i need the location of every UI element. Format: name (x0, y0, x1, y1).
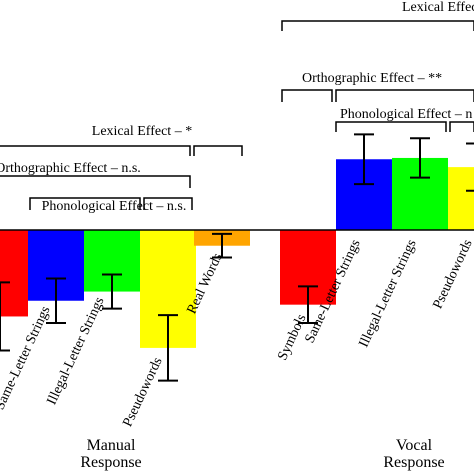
bar-label: Illegal-Letter Strings (45, 295, 108, 407)
bar (0, 230, 28, 317)
effect-bracket (335, 121, 447, 132)
group-label: Vocal (396, 437, 433, 454)
effect-bracket (143, 197, 193, 210)
bar-label: Pseudowords (120, 355, 165, 429)
group-label: Manual (87, 437, 136, 454)
bar-label: Same-Letter Strings (0, 304, 54, 412)
effect-bracket (449, 121, 474, 132)
effect-bracket (193, 145, 243, 156)
effect-bracket (0, 145, 191, 156)
effect-label: Orthographic Effect – n.s. (0, 161, 141, 176)
effect-bracket (29, 197, 141, 210)
effect-brackets: Lexical Effect – * Orthographic Effect – … (0, 0, 474, 214)
bar-label: Pseudowords (430, 237, 474, 311)
bar (448, 167, 474, 230)
effect-label: Lexical Effect – (402, 0, 474, 15)
effect-label: Phonological Effect – n (340, 107, 472, 122)
effect-bracket (281, 20, 474, 31)
effect-label: Lexical Effect – * (92, 124, 192, 139)
error-bars (0, 133, 474, 382)
effect-bracket (335, 89, 474, 102)
effect-label: Phonological Effect – n.s. (42, 199, 187, 214)
effect-bracket (0, 175, 191, 188)
group-label: Response (383, 454, 444, 471)
group-label: Response (80, 454, 141, 471)
effect-label: Orthographic Effect – ** (302, 71, 442, 86)
bar-label: Illegal-Letter Strings (357, 237, 420, 349)
effect-bracket (281, 89, 333, 102)
